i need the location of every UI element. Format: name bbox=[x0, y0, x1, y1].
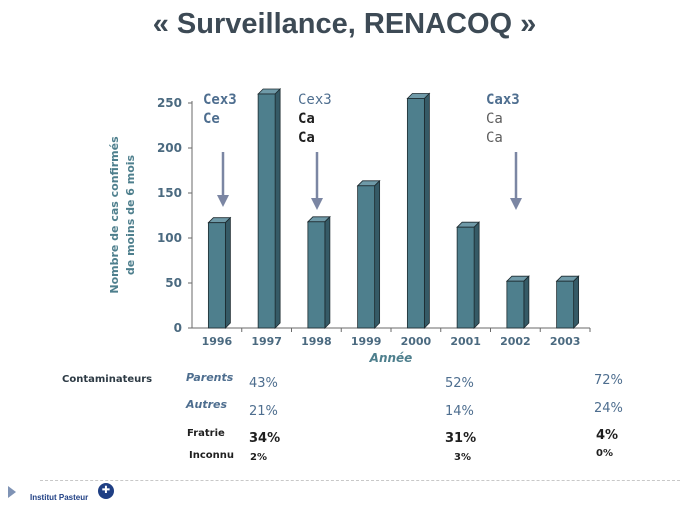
bar-side-2000 bbox=[423, 92, 430, 329]
pct-fratrie-1: 34% bbox=[249, 431, 281, 446]
x-axis-label: Année bbox=[369, 351, 413, 365]
pct-autres-1: 21% bbox=[249, 404, 278, 419]
x-tick-label: 1999 bbox=[351, 335, 382, 348]
x-tick-label: 2003 bbox=[550, 335, 581, 348]
annotation-text: Cax3 bbox=[486, 92, 520, 108]
bar-side-1998 bbox=[324, 215, 331, 329]
row-label-parents: Parents bbox=[186, 371, 234, 384]
bar-2000 bbox=[406, 98, 425, 329]
y-tick-label: 200 bbox=[157, 141, 182, 155]
y-tick-label: 0 bbox=[174, 321, 182, 335]
bullet-triangle-icon bbox=[8, 486, 16, 498]
bar-side-2001 bbox=[473, 221, 480, 329]
bar-side-1996 bbox=[224, 216, 231, 329]
annotation-text: Ce bbox=[203, 111, 220, 127]
bar-1998 bbox=[307, 221, 326, 329]
row-label-fratrie: Fratrie bbox=[187, 428, 225, 439]
annotation-text: Ca bbox=[486, 111, 503, 127]
pct-inconnu-1: 2% bbox=[250, 452, 267, 463]
annotation-arrowhead-icon bbox=[510, 198, 522, 210]
x-tick-label: 1997 bbox=[251, 335, 282, 348]
pct-inconnu-3: 0% bbox=[596, 448, 613, 459]
y-tick-label: 250 bbox=[157, 96, 182, 110]
pct-autres-2: 14% bbox=[445, 404, 474, 419]
pct-parents-2: 52% bbox=[445, 376, 474, 391]
pct-autres-3: 24% bbox=[594, 401, 623, 416]
bar-2002 bbox=[506, 280, 525, 329]
bar-chart: 0 50 100 150 200 250 Nombre de cas confirmés de… bbox=[108, 88, 591, 365]
row-label-autres: Autres bbox=[186, 398, 228, 411]
bar-side-1997 bbox=[274, 88, 281, 329]
annotation-text: Ca bbox=[298, 130, 315, 146]
bar-1999 bbox=[357, 185, 376, 329]
footer-divider bbox=[40, 480, 680, 481]
y-axis-label-line: de moins de 6 mois bbox=[124, 154, 137, 275]
annotation-text: Ca bbox=[486, 130, 503, 146]
contaminateurs-label: Contaminateurs bbox=[62, 374, 153, 385]
pct-parents-1: 43% bbox=[249, 376, 278, 391]
bar-side-2003 bbox=[573, 275, 580, 329]
x-tick-label: 1996 bbox=[202, 335, 233, 348]
annotation-text: Cex3 bbox=[298, 92, 332, 108]
y-tick-label: 100 bbox=[157, 231, 182, 245]
annotation-text: Ca bbox=[298, 111, 315, 127]
bar-1997 bbox=[257, 93, 276, 329]
x-tick-label: 1998 bbox=[301, 335, 332, 348]
pct-parents-3: 72% bbox=[594, 373, 623, 388]
row-label-inconnu: Inconnu bbox=[189, 450, 234, 461]
pct-fratrie-3: 4% bbox=[596, 428, 619, 443]
y-tick-label: 150 bbox=[157, 186, 182, 200]
bar-side-1999 bbox=[374, 179, 381, 329]
y-tick-label: 50 bbox=[165, 276, 182, 290]
y-axis-label-line: Nombre de cas confirmés bbox=[108, 136, 121, 294]
x-tick-label: 2000 bbox=[401, 335, 432, 348]
bar-1996 bbox=[207, 222, 226, 329]
annotation-arrowhead-icon bbox=[217, 195, 229, 207]
pct-inconnu-2: 3% bbox=[454, 452, 471, 463]
bar-2003 bbox=[556, 280, 575, 329]
annotation-arrowhead-icon bbox=[311, 198, 323, 210]
x-tick-label: 2002 bbox=[500, 335, 531, 348]
institut-pasteur-logo-icon: ✚ bbox=[98, 483, 114, 499]
slide-title: « Surveillance, RENACOQ » bbox=[152, 8, 537, 40]
pct-fratrie-2: 31% bbox=[445, 431, 477, 446]
annotation-text: Cex3 bbox=[203, 92, 237, 108]
x-tick-label: 2001 bbox=[450, 335, 481, 348]
bar-side-2002 bbox=[523, 275, 530, 329]
bar-2001 bbox=[456, 226, 475, 329]
institut-pasteur-logo-text: Institut Pasteur bbox=[30, 493, 89, 502]
